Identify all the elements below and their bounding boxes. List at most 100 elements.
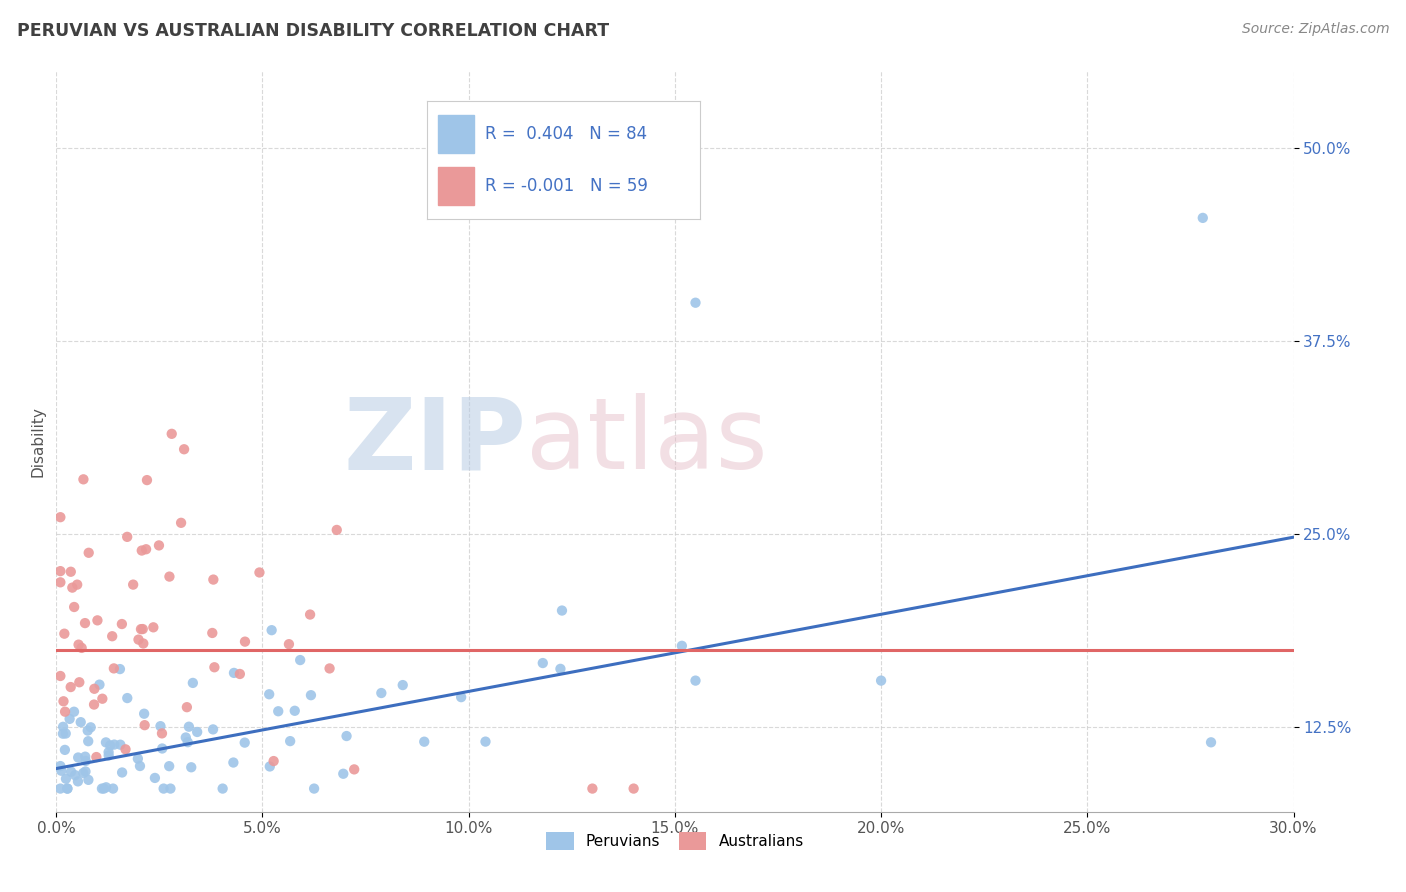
Point (202, 723, 225, 737)
Point (550, 662, 572, 676)
Point (299, 688, 322, 702)
Point (132, 636, 155, 650)
Point (318, 661, 340, 675)
Point (1191, 211, 1213, 225)
Point (129, 759, 152, 773)
Point (149, 719, 172, 733)
Point (685, 295, 707, 310)
Point (150, 741, 173, 756)
Point (581, 781, 603, 796)
Point (222, 665, 245, 680)
Point (233, 736, 256, 750)
Point (53, 743, 76, 757)
Point (263, 754, 285, 768)
Point (59, 565, 82, 579)
Point (173, 442, 195, 457)
Point (52, 694, 75, 708)
Point (56, 781, 79, 796)
Point (93, 781, 115, 796)
Point (89, 678, 111, 692)
Point (49, 575, 72, 590)
Point (159, 781, 181, 796)
Point (260, 623, 283, 637)
Point (49, 781, 72, 796)
Point (131, 543, 153, 558)
Point (52, 720, 75, 734)
Point (370, 686, 392, 700)
Point (55, 772, 77, 786)
Point (531, 656, 554, 670)
Point (177, 720, 200, 734)
Point (332, 766, 354, 780)
Point (111, 617, 134, 632)
Point (67, 675, 90, 690)
Point (343, 763, 366, 777)
Point (122, 577, 145, 591)
Point (259, 759, 281, 773)
Point (77, 546, 100, 560)
Point (413, 734, 436, 748)
Point (77, 734, 100, 748)
Point (49, 759, 72, 773)
Point (67, 750, 90, 764)
Point (159, 569, 181, 583)
Point (66, 774, 89, 789)
Point (135, 542, 157, 557)
Point (67, 638, 90, 652)
Point (129, 622, 152, 636)
Point (98, 739, 121, 753)
Point (108, 662, 131, 676)
Point (60, 764, 83, 779)
Point (181, 676, 204, 690)
Point (86, 750, 108, 764)
Point (180, 760, 202, 774)
Point (117, 691, 139, 706)
Point (143, 771, 166, 785)
Point (59, 680, 82, 694)
Point (94, 735, 117, 749)
Text: atlas: atlas (526, 393, 768, 490)
Point (94, 780, 117, 795)
Point (170, 516, 193, 530)
Y-axis label: Disability: Disability (30, 406, 45, 477)
Point (128, 632, 150, 647)
Point (97, 748, 120, 763)
Point (97, 745, 120, 759)
Point (72, 472, 94, 486)
Point (174, 731, 197, 745)
Point (229, 667, 252, 681)
Point (103, 738, 125, 752)
Point (72, 766, 94, 780)
Point (870, 673, 893, 688)
Point (51, 764, 73, 778)
Point (249, 566, 271, 580)
Point (152, 781, 174, 796)
Point (132, 622, 155, 636)
Point (142, 620, 165, 634)
Point (75, 749, 97, 764)
Point (75, 754, 97, 768)
Point (136, 473, 159, 487)
Point (222, 756, 245, 770)
Point (288, 653, 311, 667)
Text: ZIP: ZIP (343, 393, 526, 490)
Point (257, 687, 280, 701)
Point (267, 704, 290, 718)
Point (623, 781, 645, 796)
Point (86, 613, 108, 627)
Point (110, 738, 132, 752)
Point (150, 726, 173, 740)
Point (201, 626, 224, 640)
Point (299, 607, 322, 622)
Point (391, 678, 413, 692)
Point (134, 706, 156, 721)
Point (115, 530, 138, 544)
Point (157, 759, 180, 773)
Point (211, 781, 233, 796)
Point (111, 765, 134, 780)
Point (186, 725, 208, 739)
Point (176, 700, 198, 714)
Point (66, 577, 89, 591)
Point (70, 640, 93, 655)
Point (202, 660, 225, 674)
